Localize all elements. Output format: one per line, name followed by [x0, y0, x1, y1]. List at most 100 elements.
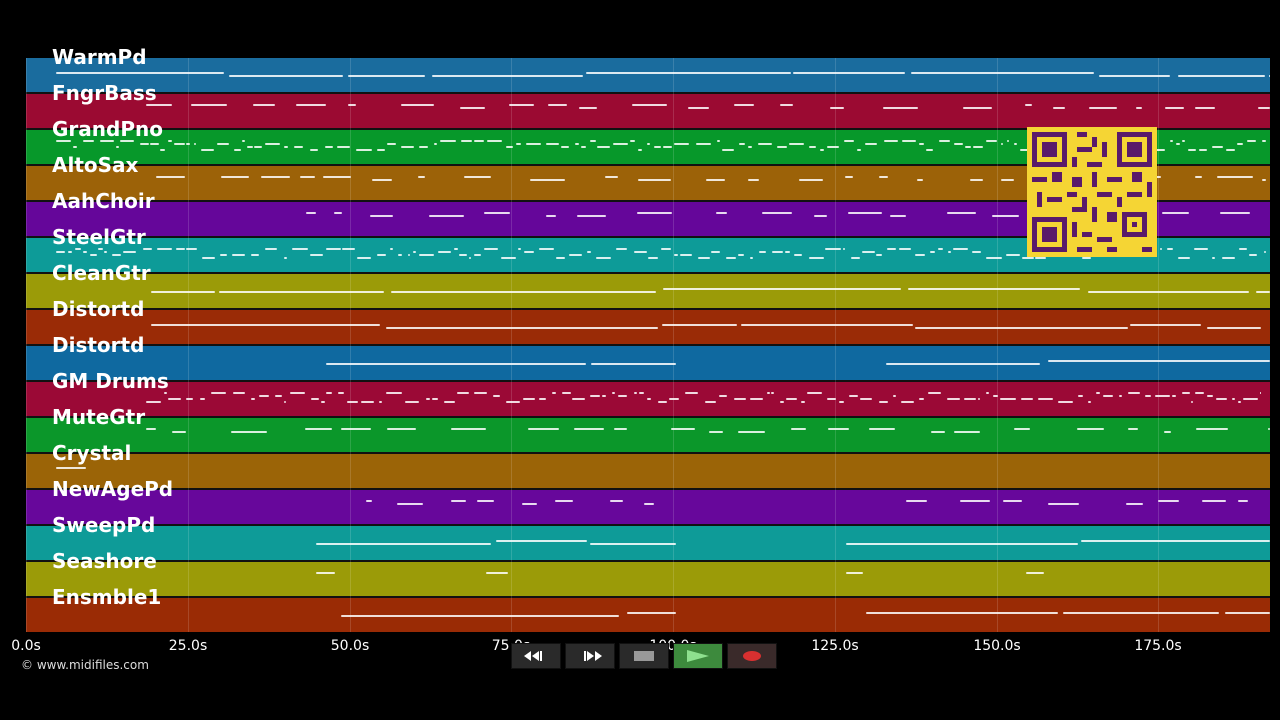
midi-note: [916, 179, 923, 181]
midi-note: [476, 500, 494, 502]
midi-note: [538, 398, 546, 400]
midi-note: [931, 431, 946, 433]
midi-note: [653, 146, 661, 148]
track-lane[interactable]: [26, 454, 1270, 488]
midi-note: [738, 143, 745, 145]
midi-note: [970, 179, 984, 181]
midi-note: [1006, 140, 1009, 142]
midi-note: [246, 146, 253, 148]
midi-note: [1224, 612, 1270, 614]
midi-note: [473, 254, 481, 256]
midi-note: [733, 398, 746, 400]
midi-note: [842, 248, 846, 250]
midi-note: [508, 104, 535, 106]
midi-note: [849, 395, 858, 397]
midi-note: [527, 428, 559, 430]
midi-note: [637, 179, 671, 181]
midi-note: [847, 212, 883, 214]
midi-note: [500, 257, 517, 259]
midi-note: [647, 257, 658, 259]
midi-note: [827, 398, 837, 400]
midi-note: [401, 146, 414, 148]
record-button[interactable]: [727, 643, 777, 669]
midi-note: [146, 401, 162, 403]
midi-note: [589, 140, 597, 142]
time-tick-label: 175.0s: [1134, 638, 1182, 654]
midi-note: [1238, 248, 1248, 250]
track-lane[interactable]: [26, 274, 1270, 308]
midi-note: [1169, 140, 1173, 142]
midi-note: [1163, 431, 1171, 433]
midi-note: [75, 248, 81, 250]
midi-note: [1155, 149, 1166, 151]
lane-separator: [26, 524, 1270, 526]
midi-note: [1238, 401, 1242, 403]
midi-note: [1022, 257, 1034, 259]
midi-note: [793, 254, 803, 256]
grid-line: [1158, 58, 1159, 632]
midi-note: [915, 254, 926, 256]
midi-note: [1025, 104, 1032, 106]
midi-note: [316, 543, 491, 545]
midi-note: [952, 248, 969, 250]
track-lane[interactable]: [26, 310, 1270, 344]
midi-note: [663, 288, 901, 290]
midi-note: [306, 212, 316, 214]
midi-note: [304, 428, 332, 430]
rewind-button[interactable]: [511, 643, 561, 669]
midi-note: [946, 212, 976, 214]
midi-note: [1062, 612, 1220, 614]
track-lane[interactable]: [26, 490, 1270, 524]
track-lane[interactable]: [26, 598, 1270, 632]
midi-note: [740, 324, 913, 326]
midi-note: [168, 140, 172, 142]
track-lane[interactable]: [26, 418, 1270, 452]
stop-button[interactable]: [619, 643, 669, 669]
midi-note: [396, 503, 423, 505]
midi-note: [199, 398, 206, 400]
midi-note: [283, 401, 286, 403]
midi-note: [879, 176, 888, 178]
midi-note: [529, 179, 565, 181]
time-tick-label: 125.0s: [811, 638, 859, 654]
track-lane[interactable]: [26, 562, 1270, 596]
midi-note: [575, 143, 579, 145]
midi-note: [1182, 392, 1190, 394]
midi-note: [890, 215, 906, 217]
midi-note: [601, 395, 607, 397]
track-lane[interactable]: [26, 526, 1270, 560]
play-button[interactable]: [673, 643, 723, 669]
track-lane[interactable]: [26, 382, 1270, 416]
midi-note: [398, 254, 403, 256]
track-lane[interactable]: [26, 94, 1270, 128]
midi-note: [959, 500, 990, 502]
track-label: AltoSax: [52, 153, 139, 177]
track-lane[interactable]: [26, 346, 1270, 380]
fast-forward-button[interactable]: [565, 643, 615, 669]
midi-note: [1188, 149, 1197, 151]
midi-note: [119, 140, 134, 142]
midi-note: [747, 146, 752, 148]
midi-note: [168, 398, 181, 400]
midi-note: [799, 179, 823, 181]
midi-note: [779, 104, 793, 106]
track-label: WarmPd: [52, 45, 147, 69]
midi-note: [971, 251, 981, 253]
midi-note: [474, 140, 484, 142]
midi-note: [89, 254, 97, 256]
track-lane[interactable]: [26, 58, 1270, 92]
midi-note: [1211, 146, 1223, 148]
midi-note: [939, 140, 951, 142]
midi-note: [862, 251, 875, 253]
fast-forward-icon: [584, 651, 602, 661]
midi-note: [522, 398, 536, 400]
midi-note: [347, 104, 357, 106]
midi-note: [151, 324, 381, 326]
midi-note: [545, 143, 560, 145]
midi-note: [876, 254, 883, 256]
midi-note: [612, 392, 615, 394]
midi-note: [1128, 428, 1138, 430]
midi-note: [706, 179, 725, 181]
midi-note: [241, 140, 246, 142]
midi-note: [793, 72, 906, 74]
